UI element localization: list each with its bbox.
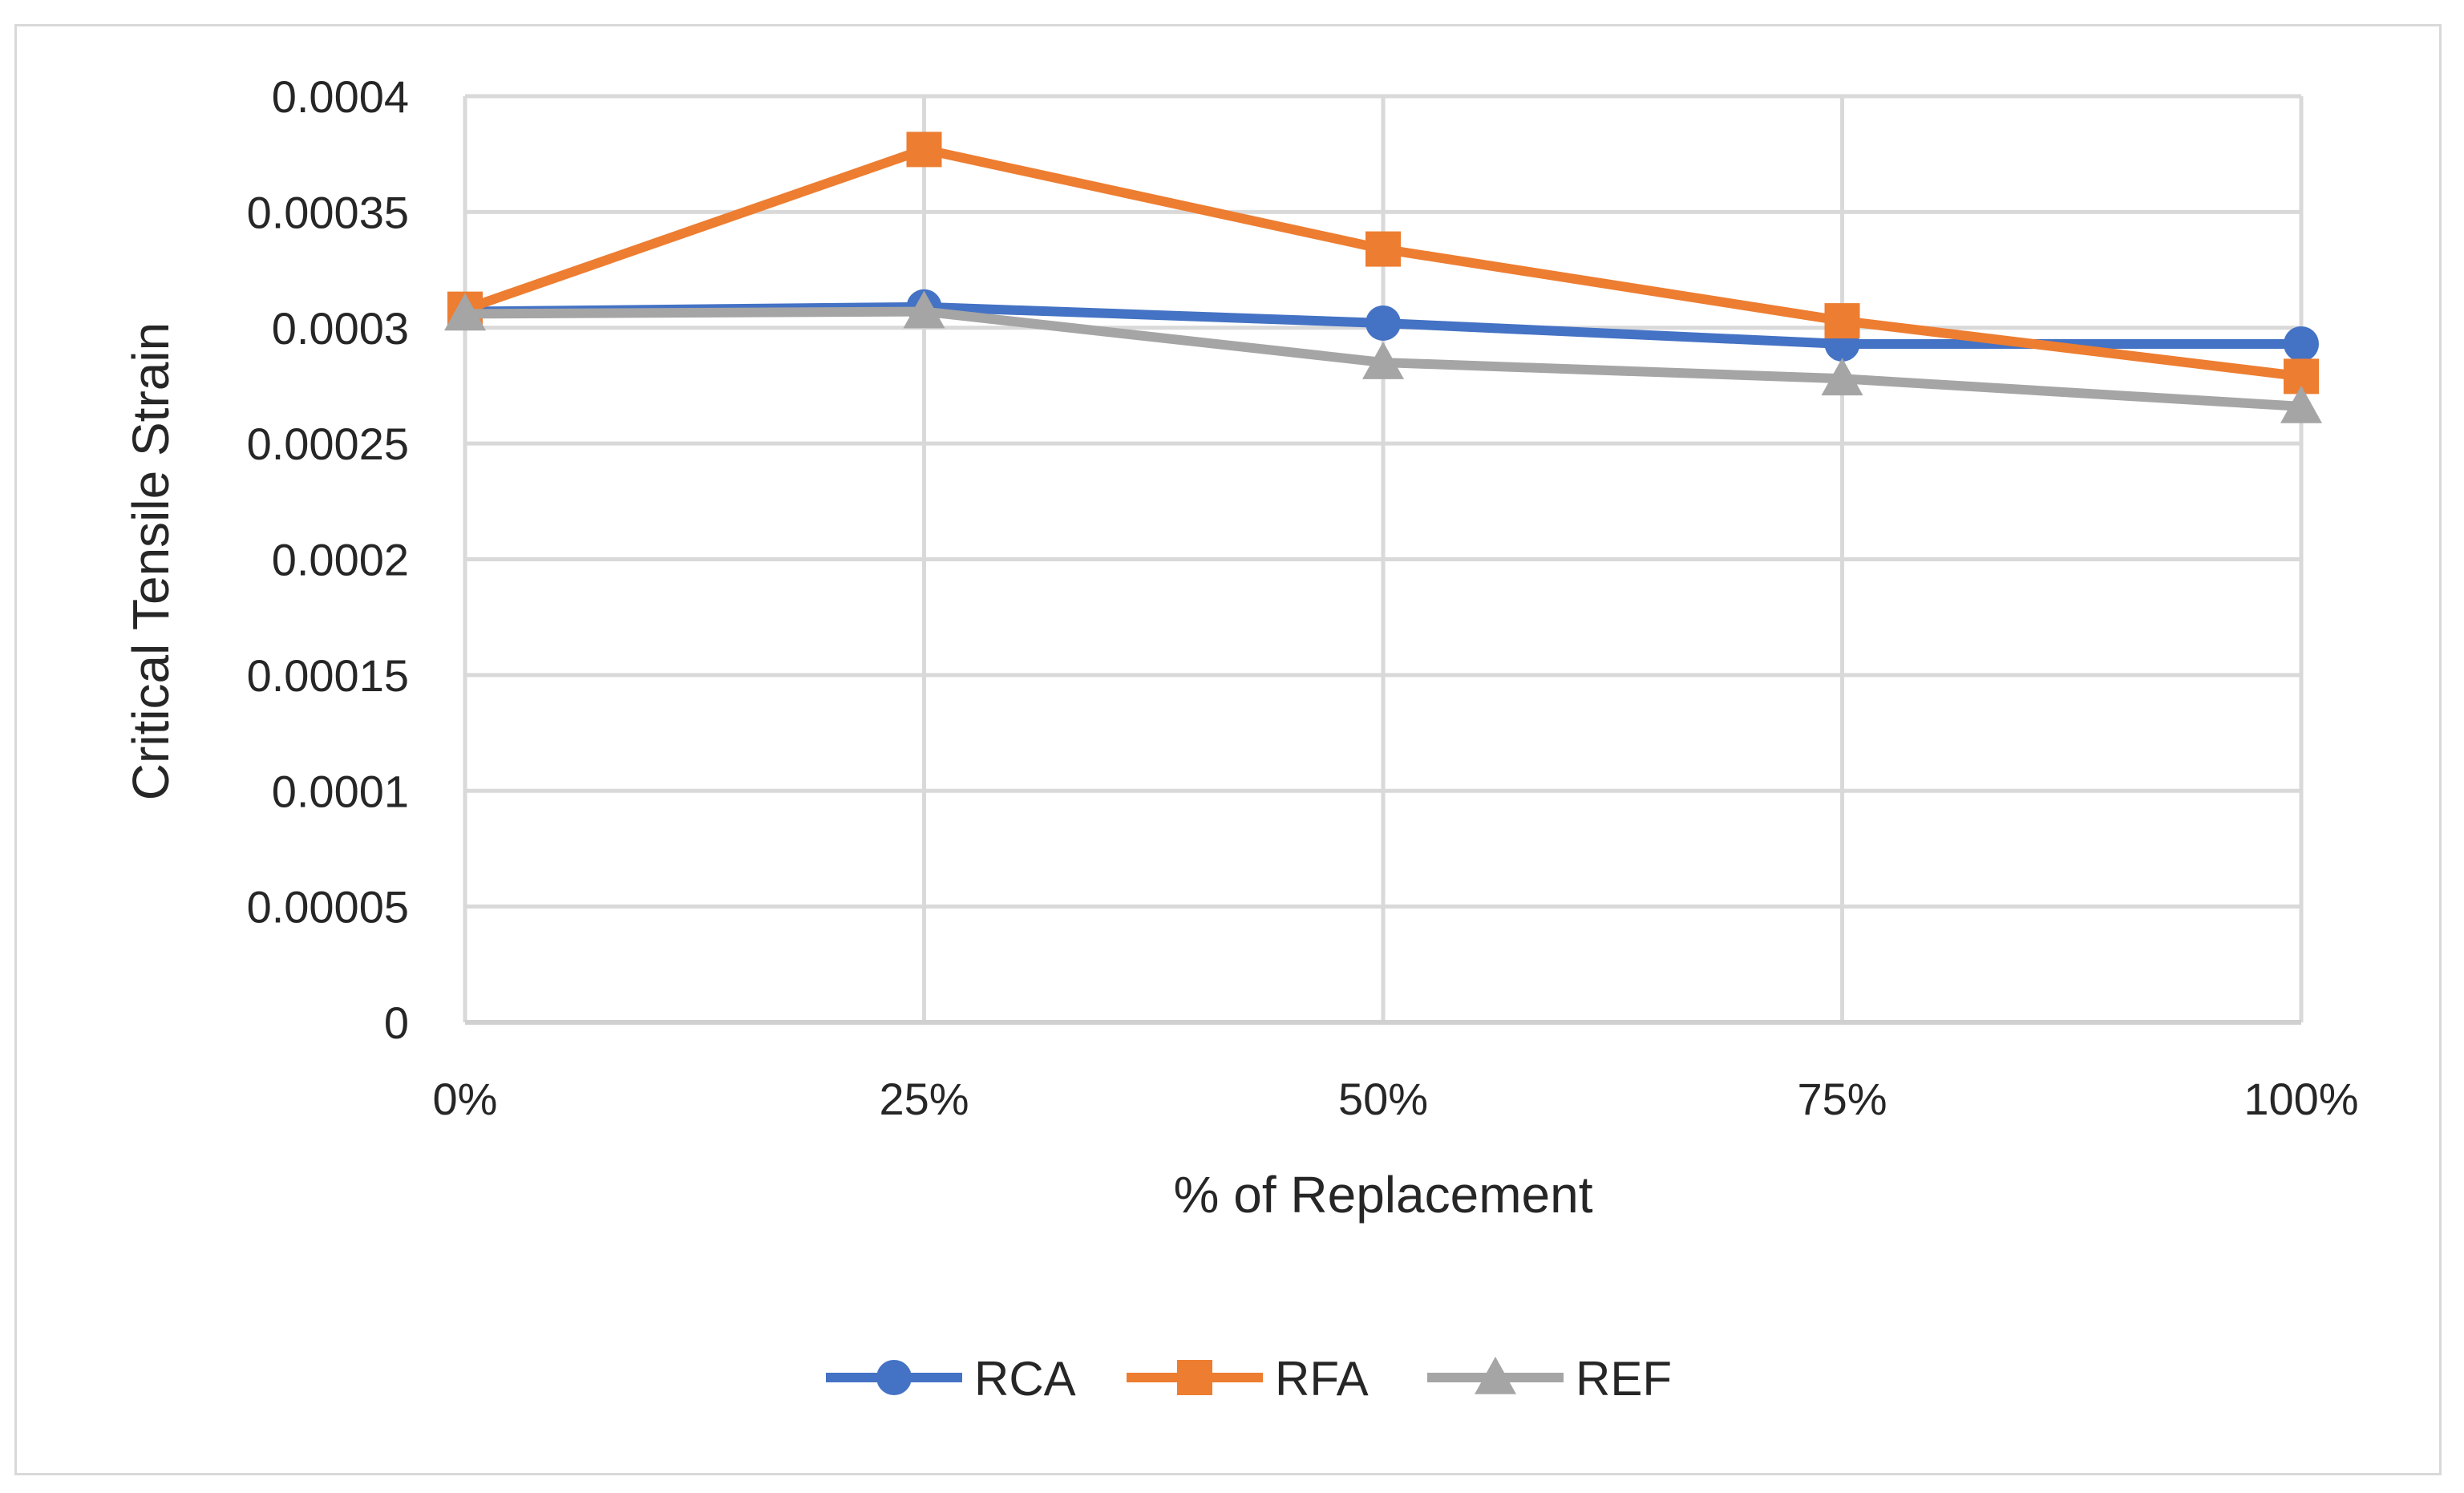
legend-marker-rca	[876, 1360, 912, 1395]
legend-label-rfa: RFA	[1275, 1352, 1369, 1406]
x-tick-label: 100%	[2243, 1074, 2358, 1124]
x-tick-label: 75%	[1797, 1074, 1887, 1124]
rca-point	[2284, 326, 2319, 362]
series-ref	[444, 290, 2322, 423]
grid	[463, 94, 2304, 1022]
rfa-point	[906, 131, 942, 168]
legend-label-ref: REF	[1576, 1352, 1672, 1406]
x-axis-ticks: 0% 25% 50% 75% 100%	[433, 1074, 2359, 1124]
legend: RCA RFA REF	[826, 1352, 1672, 1406]
ref-point	[2280, 385, 2322, 423]
y-tick-label: 0.0002	[272, 535, 409, 585]
y-tick-label: 0.00015	[247, 650, 409, 701]
legend-label-rca: RCA	[974, 1352, 1076, 1406]
x-tick-label: 0%	[433, 1074, 498, 1124]
legend-item-rfa: RFA	[1127, 1352, 1369, 1406]
series-layer	[444, 131, 2322, 423]
y-tick-label: 0.0003	[272, 303, 409, 354]
ref-point	[1362, 342, 1404, 379]
y-axis-ticks: 0 0.00005 0.0001 0.00015 0.0002 0.00025 0.0003…	[247, 71, 409, 1048]
y-tick-label: 0.0001	[272, 766, 409, 816]
y-tick-label: 0.0004	[272, 71, 409, 122]
y-axis-title: Critical Tensile Strain	[122, 322, 180, 800]
legend-marker-rfa	[1177, 1360, 1212, 1395]
y-tick-label: 0.00025	[247, 419, 409, 469]
rfa-point	[1366, 231, 1401, 267]
rfa-point	[1824, 303, 1860, 339]
legend-marker-ref	[1475, 1357, 1516, 1394]
x-axis-title: % of Replacement	[1174, 1166, 1593, 1224]
x-tick-label: 25%	[879, 1074, 969, 1124]
legend-item-ref: REF	[1427, 1352, 1672, 1406]
rca-point	[1366, 305, 1401, 341]
ref-point	[1821, 358, 1863, 396]
x-tick-label: 50%	[1338, 1074, 1428, 1124]
ref-point	[903, 290, 945, 329]
ref-point	[444, 293, 486, 331]
y-tick-label: 0.00005	[247, 882, 409, 933]
y-tick-label: 0	[384, 997, 409, 1048]
y-tick-label: 0.00035	[247, 187, 409, 237]
chart-frame	[14, 24, 2442, 1475]
legend-item-rca: RCA	[826, 1352, 1076, 1406]
